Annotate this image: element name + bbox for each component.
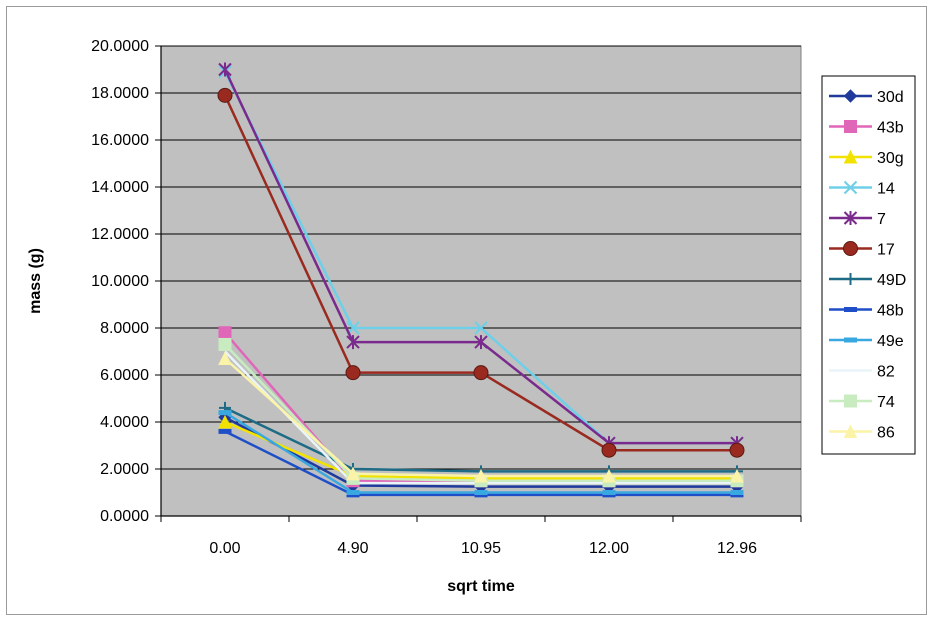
y-tick-label: 14.0000 — [91, 179, 149, 196]
data-point — [602, 468, 616, 483]
data-point — [602, 490, 616, 495]
legend-label: 48b — [877, 303, 904, 320]
legend-label: 14 — [877, 181, 895, 198]
legend-label: 7 — [877, 211, 886, 228]
legend-item-74: 74 — [829, 394, 895, 411]
legend-label: 30g — [877, 150, 904, 167]
series-49e — [218, 410, 744, 495]
legend-item-14: 14 — [829, 181, 895, 198]
legend-label: 49e — [877, 333, 904, 350]
y-tick-label: 18.0000 — [91, 85, 149, 102]
data-point — [474, 468, 488, 483]
y-tick-label: 8.0000 — [100, 320, 149, 337]
data-point — [346, 466, 360, 481]
legend-label: 43b — [877, 120, 904, 137]
series-layer — [217, 62, 745, 498]
data-point — [844, 337, 857, 343]
y-tick-label: 20.0000 — [91, 38, 149, 55]
legend-box — [821, 75, 916, 455]
data-point — [601, 442, 617, 458]
legend-item-30g: 30g — [829, 149, 904, 167]
gridlines — [161, 45, 801, 470]
y-tick-label: 6.0000 — [100, 367, 149, 384]
data-point — [843, 89, 858, 103]
data-point — [218, 351, 232, 366]
data-point — [473, 365, 489, 381]
data-point — [844, 273, 857, 285]
y-tick-label: 2.0000 — [100, 461, 149, 478]
legend-label: 49D — [877, 272, 906, 289]
data-point — [730, 468, 744, 483]
y-tick-label: 10.0000 — [91, 273, 149, 290]
y-tick-label: 0.0000 — [100, 508, 149, 525]
data-point — [843, 180, 858, 195]
data-point — [474, 490, 488, 495]
data-point — [844, 120, 857, 133]
data-point — [217, 87, 233, 103]
data-point — [844, 394, 857, 408]
series-17 — [217, 87, 745, 458]
data-point — [218, 326, 232, 340]
legend-label: 82 — [877, 364, 895, 381]
series-86 — [218, 351, 744, 483]
data-point — [730, 490, 744, 495]
x-tick-label: 4.90 — [337, 540, 368, 557]
legend-item-86: 86 — [829, 424, 895, 442]
data-point — [346, 490, 360, 495]
legend-item-17: 17 — [829, 241, 895, 259]
x-tick-label: 0.00 — [209, 540, 240, 557]
legend: 30d 43b 30g 14 7 17 49D 48b 49e 82 74 86 — [821, 75, 916, 455]
data-point — [843, 424, 858, 438]
data-point — [346, 335, 360, 350]
legend-item-48b: 48b — [829, 303, 904, 320]
x-tick-label: 12.96 — [717, 540, 757, 557]
data-point — [345, 365, 361, 381]
y-tick-label: 4.0000 — [100, 414, 149, 431]
legend-item-49e: 49e — [829, 333, 904, 350]
legend-label: 86 — [877, 425, 895, 442]
legend-item-7: 7 — [829, 211, 886, 228]
y-tick-label: 12.0000 — [91, 226, 149, 243]
data-point — [218, 337, 232, 351]
data-point — [218, 410, 232, 416]
x-tick-label: 10.95 — [461, 540, 501, 557]
data-point — [218, 428, 232, 434]
y-tick-label: 16.0000 — [91, 132, 149, 149]
chart-container: 0.0000 2.0000 4.0000 6.0000 8.0000 10.0000 12.… — [6, 6, 927, 615]
y-axis-title: mass (g) — [27, 248, 44, 314]
legend-item-49D: 49D — [829, 272, 906, 289]
legend-item-43b: 43b — [829, 120, 904, 137]
legend-label: 17 — [877, 242, 895, 259]
data-point — [843, 211, 858, 225]
data-point — [729, 442, 745, 458]
x-axis-title: sqrt time — [447, 578, 515, 595]
axes: 0.0000 2.0000 4.0000 6.0000 8.0000 10.0000 12.… — [91, 38, 802, 557]
legend-item-30d: 30d — [829, 89, 904, 106]
data-point — [474, 335, 488, 350]
x-tick-label: 12.00 — [589, 540, 629, 557]
legend-label: 30d — [877, 89, 904, 106]
legend-label: 74 — [877, 394, 895, 411]
data-point — [218, 62, 232, 77]
data-point — [843, 241, 858, 256]
data-point — [843, 149, 858, 164]
data-point — [844, 307, 857, 312]
legend-item-82: 82 — [829, 364, 895, 381]
data-point — [474, 321, 488, 335]
data-point — [218, 414, 232, 429]
line-chart: 0.0000 2.0000 4.0000 6.0000 8.0000 10.0000 12.… — [27, 38, 916, 595]
